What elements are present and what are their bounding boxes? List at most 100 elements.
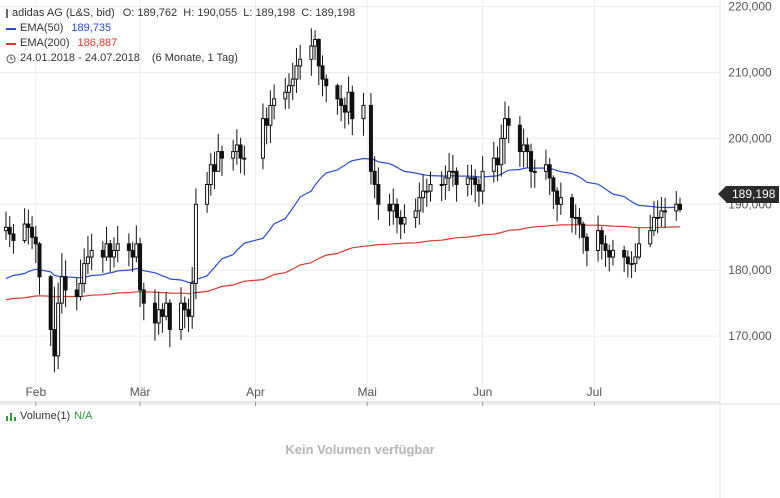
candle-up bbox=[439, 184, 444, 187]
y-tick-label: 210,000 bbox=[728, 65, 772, 79]
y-tick-label: 200,000 bbox=[728, 131, 772, 145]
ema50-swatch bbox=[6, 27, 16, 30]
legend-ema200-row[interactable]: EMA(200) 186,887 bbox=[6, 36, 355, 51]
legend-period-row: 24.01.2018 - 24.07.2018 (6 Monate, 1 Tag… bbox=[6, 51, 355, 66]
candle-down bbox=[126, 243, 131, 251]
candle-up bbox=[402, 216, 407, 225]
candle-down bbox=[506, 118, 511, 126]
ema200-label: EMA(200) bbox=[20, 37, 70, 49]
candle-down bbox=[577, 216, 582, 225]
candle-down bbox=[584, 236, 589, 251]
candle-up bbox=[637, 243, 642, 258]
candle-up bbox=[443, 177, 448, 186]
candle-up bbox=[413, 210, 418, 218]
candle-up bbox=[421, 190, 426, 199]
candle-up bbox=[208, 164, 213, 186]
candle-up bbox=[532, 170, 537, 173]
candle-up bbox=[78, 282, 83, 298]
clock-icon bbox=[6, 54, 16, 63]
candle-up bbox=[59, 276, 64, 304]
candle-up bbox=[465, 177, 470, 186]
candle-up bbox=[260, 118, 265, 159]
x-tick-label: Apr bbox=[246, 385, 265, 399]
volume-value: N/A bbox=[74, 410, 93, 422]
candle-up bbox=[56, 302, 61, 357]
candle-down bbox=[152, 302, 157, 324]
candle-down bbox=[182, 302, 187, 311]
candle-down bbox=[264, 118, 269, 126]
candle-up bbox=[629, 263, 634, 266]
candle-down bbox=[108, 243, 113, 258]
candle-down bbox=[52, 329, 57, 357]
candle-down bbox=[525, 144, 530, 153]
candle-up bbox=[268, 104, 273, 126]
candle-up bbox=[298, 58, 303, 67]
candle-up bbox=[231, 151, 236, 159]
candle-up bbox=[111, 249, 116, 258]
candle-down bbox=[555, 190, 560, 205]
candle-down bbox=[678, 203, 682, 211]
volume-label: Volume(1) bbox=[20, 410, 71, 422]
x-axis-ticks: Feb Mär Apr Mai Jun Jul bbox=[25, 385, 602, 406]
candle-up bbox=[179, 302, 184, 331]
y-axis-ticks: 170,000180,000190,000200,000210,000220,0… bbox=[728, 0, 772, 343]
candle-down bbox=[7, 226, 12, 235]
candle-up bbox=[115, 243, 120, 251]
candle-up bbox=[663, 210, 668, 213]
y-tick-label: 180,000 bbox=[728, 263, 772, 277]
candle-down bbox=[339, 98, 344, 106]
x-tick-label: Mai bbox=[358, 385, 377, 399]
ema200-series bbox=[5, 224, 681, 301]
candle-down bbox=[141, 289, 146, 304]
candle-down bbox=[160, 309, 165, 317]
candle-down bbox=[622, 249, 627, 258]
candle-up bbox=[633, 256, 638, 265]
candle-up bbox=[659, 210, 664, 218]
candle-down bbox=[212, 164, 217, 172]
candle-down bbox=[394, 203, 399, 218]
volume-legend[interactable]: Volume(1) N/A bbox=[6, 410, 92, 422]
candle-up bbox=[216, 151, 221, 172]
candle-down bbox=[625, 256, 630, 265]
candle-up bbox=[309, 45, 314, 60]
candle-up bbox=[82, 263, 87, 284]
candle-down bbox=[376, 184, 381, 205]
candle-down bbox=[368, 104, 373, 172]
candle-down bbox=[324, 78, 329, 87]
candle-down bbox=[11, 233, 16, 242]
y-tick-label: 170,000 bbox=[728, 329, 772, 343]
ema200-line bbox=[5, 224, 681, 301]
candle-down bbox=[398, 216, 403, 225]
ohlc-values: O: 189,762 H: 190,055 L: 189,198 C: 189,… bbox=[122, 7, 356, 19]
candle-series-icon bbox=[6, 9, 8, 18]
candle-down bbox=[350, 91, 355, 120]
period-note: (6 Monate, 1 Tag) bbox=[151, 52, 238, 64]
candle-up bbox=[502, 118, 507, 139]
ema50-label: EMA(50) bbox=[20, 22, 64, 34]
candle-up bbox=[543, 164, 548, 172]
candle-up bbox=[573, 216, 578, 219]
legend-ema50-row[interactable]: EMA(50) 189,735 bbox=[6, 21, 355, 36]
candle-down bbox=[476, 184, 481, 192]
candle-up bbox=[610, 249, 615, 258]
candle-up bbox=[193, 203, 198, 284]
instrument-name: adidas AG (L&S, bid) bbox=[12, 7, 115, 19]
candle-up bbox=[205, 184, 210, 205]
candle-down bbox=[387, 203, 392, 212]
candle-down bbox=[529, 151, 534, 172]
candle-up bbox=[346, 91, 351, 113]
candle-up bbox=[361, 104, 366, 120]
candle-up bbox=[272, 98, 277, 106]
candle-down bbox=[100, 249, 105, 258]
candle-down bbox=[570, 197, 575, 218]
candle-down bbox=[473, 177, 478, 186]
candle-up bbox=[447, 170, 452, 179]
candle-down bbox=[138, 243, 143, 291]
x-tick-label: Jul bbox=[587, 385, 602, 399]
candle-up bbox=[391, 203, 396, 212]
candle-up bbox=[491, 157, 496, 172]
x-tick-label: Jun bbox=[473, 385, 492, 399]
candle-up bbox=[674, 203, 679, 212]
candlestick-series bbox=[4, 28, 682, 373]
